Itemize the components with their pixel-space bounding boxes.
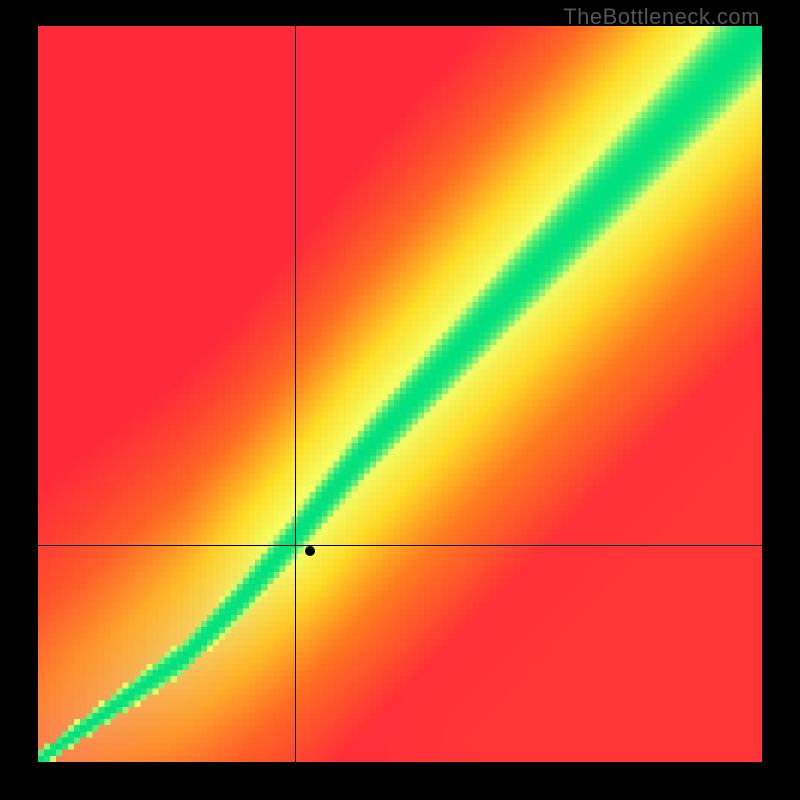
heatmap-plot-area: [38, 26, 762, 762]
watermark-text: TheBottleneck.com: [563, 4, 760, 30]
heatmap-canvas: [38, 26, 762, 762]
crosshair-vertical: [295, 26, 296, 762]
operating-point-marker: [305, 546, 315, 556]
crosshair-horizontal: [38, 545, 762, 546]
chart-container: TheBottleneck.com: [0, 0, 800, 800]
